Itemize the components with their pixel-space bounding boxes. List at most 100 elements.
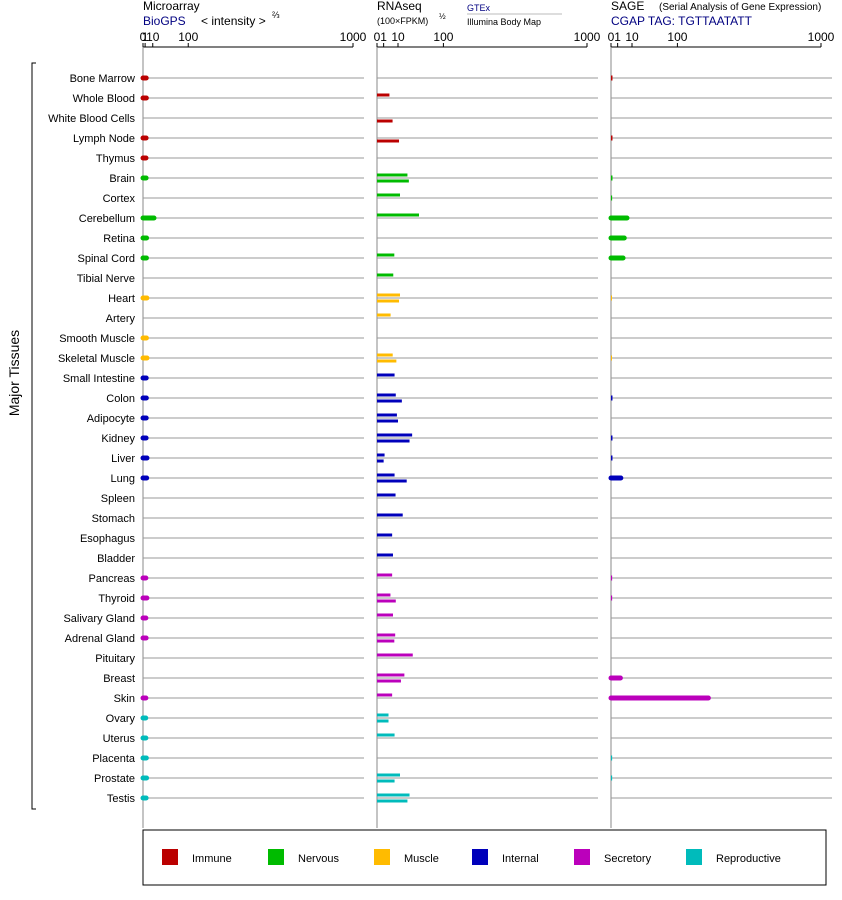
rnaseq-ibm-bar [377, 139, 400, 143]
rnaseq-gtex-bar [377, 653, 413, 657]
rnaseq-gtex-bar [377, 693, 393, 697]
side-label: Major Tissues [6, 330, 22, 416]
tissue-label: Lung [111, 473, 135, 485]
microarray-scale-label: < intensity > [201, 14, 266, 28]
tissue-label: Thyroid [98, 593, 135, 605]
legend-label: Nervous [298, 853, 339, 865]
tissue-label: Skin [114, 693, 135, 705]
rna-tick-label: 1 [380, 30, 387, 44]
tissue-label: Whole Blood [73, 93, 135, 105]
tissue-label: Salivary Gland [63, 613, 135, 625]
rnaseq-gtex-bar [377, 353, 393, 357]
micro-tick-label: 1 [142, 30, 149, 44]
rnaseq-gtex-bar [377, 293, 401, 297]
rnaseq-gtex-bar [377, 493, 396, 497]
microarray-source: BioGPS [143, 14, 186, 28]
tissue-label: Bladder [97, 553, 135, 565]
rnaseq-gtex-bar [377, 453, 385, 457]
micro-tick-label: 1000 [340, 30, 367, 44]
rnaseq-ibm-bar [377, 119, 393, 123]
legend-label: Muscle [404, 853, 439, 865]
micro-tick-label: 0 [140, 30, 147, 44]
tissue-label: Skeletal Muscle [58, 353, 135, 365]
rnaseq-gtex-bar [377, 533, 393, 537]
rnaseq-gtex-bar [377, 373, 395, 377]
rnaseq-gtex-bar [377, 573, 393, 577]
tissue-label: Small Intestine [63, 373, 135, 385]
rnaseq-gtex-bar [377, 413, 397, 417]
sage-tick-label: 10 [625, 30, 639, 44]
rnaseq-gtex-bar [377, 513, 403, 517]
rnaseq-gtex-bar [377, 473, 395, 477]
tissue-label: Colon [106, 393, 135, 405]
rnaseq-ibm-bar [377, 179, 409, 183]
rnaseq-gtex-bar [377, 193, 401, 197]
rnaseq-ibm-bar [377, 779, 395, 783]
tissue-label: Brain [109, 173, 135, 185]
microarray-title: Microarray [143, 0, 200, 13]
rnaseq-gtex-bar [377, 633, 396, 637]
rnaseq-gtex-bar [377, 773, 401, 777]
tissue-label: Thymus [96, 153, 136, 165]
legend-swatch [574, 849, 590, 865]
rows-layer: Bone Marrow Whole Blood White Blood Cells L… [48, 73, 832, 805]
sage-tick-label: 1000 [808, 30, 835, 44]
tissue-label: Kidney [101, 433, 135, 445]
rnaseq-gtex-bar [377, 213, 419, 217]
tissue-label: Adipocyte [87, 413, 135, 425]
tissue-label: White Blood Cells [48, 113, 135, 125]
rnaseq-source-gtex: GTEx [467, 3, 491, 13]
rnaseq-gtex-bar [377, 433, 413, 437]
rnaseq-gtex-bar [377, 393, 396, 397]
rnaseq-ibm-bar [377, 399, 402, 403]
tissue-label: Bone Marrow [70, 73, 135, 85]
microarray-scale-exponent: ⅔ [272, 10, 280, 20]
tissue-label: Spinal Cord [78, 253, 135, 265]
rnaseq-title: RNAseq [377, 0, 422, 13]
rnaseq-gtex-bar [377, 733, 395, 737]
tissue-label: Stomach [92, 513, 135, 525]
side-bracket [31, 62, 36, 810]
tissue-label: Cerebellum [79, 213, 135, 225]
legend-swatch [162, 849, 178, 865]
tissue-label: Artery [106, 313, 136, 325]
rnaseq-gtex-bar [377, 593, 391, 597]
legend-swatch [374, 849, 390, 865]
tissue-label: Cortex [103, 193, 136, 205]
rnaseq-gtex-bar [377, 273, 394, 277]
rnaseq-ibm-bar [377, 439, 410, 443]
rna-tick-label: 10 [391, 30, 405, 44]
rnaseq-gtex-bar [377, 613, 393, 617]
rnaseq-ibm-bar [377, 599, 396, 603]
tissue-label: Lymph Node [73, 133, 135, 145]
legend-label: Internal [502, 853, 539, 865]
legend-swatch [472, 849, 488, 865]
sage-subtitle: (Serial Analysis of Gene Expression) [659, 2, 821, 13]
rna-tick-label: 0 [374, 30, 381, 44]
rnaseq-ibm-bar [377, 479, 407, 483]
rnaseq-gtex-bar [377, 253, 395, 257]
tissue-label: Spleen [101, 493, 135, 505]
rnaseq-ibm-bar [377, 299, 400, 303]
rna-tick-label: 100 [433, 30, 453, 44]
micro-tick-label: 100 [178, 30, 198, 44]
tissue-label: Pituitary [95, 653, 135, 665]
sage-tag: CGAP TAG: TGTTAATATT [611, 14, 753, 28]
rnaseq-ibm-bar [377, 719, 389, 723]
rnaseq-ibm-bar [377, 799, 408, 803]
rnaseq-gtex-bar [377, 93, 390, 97]
sage-tick-label: 1 [614, 30, 621, 44]
tissue-label: Esophagus [80, 533, 136, 545]
tissue-label: Tibial Nerve [77, 273, 135, 285]
tissue-label: Ovary [106, 713, 136, 725]
tissue-label: Placenta [92, 753, 136, 765]
tissue-label: Prostate [94, 773, 135, 785]
legend-swatch [268, 849, 284, 865]
rnaseq-gtex-bar [377, 793, 410, 797]
rnaseq-gtex-bar [377, 673, 405, 677]
tissue-label: Liver [111, 453, 135, 465]
rnaseq-gtex-bar [377, 713, 389, 717]
sage-title: SAGE [611, 0, 644, 13]
